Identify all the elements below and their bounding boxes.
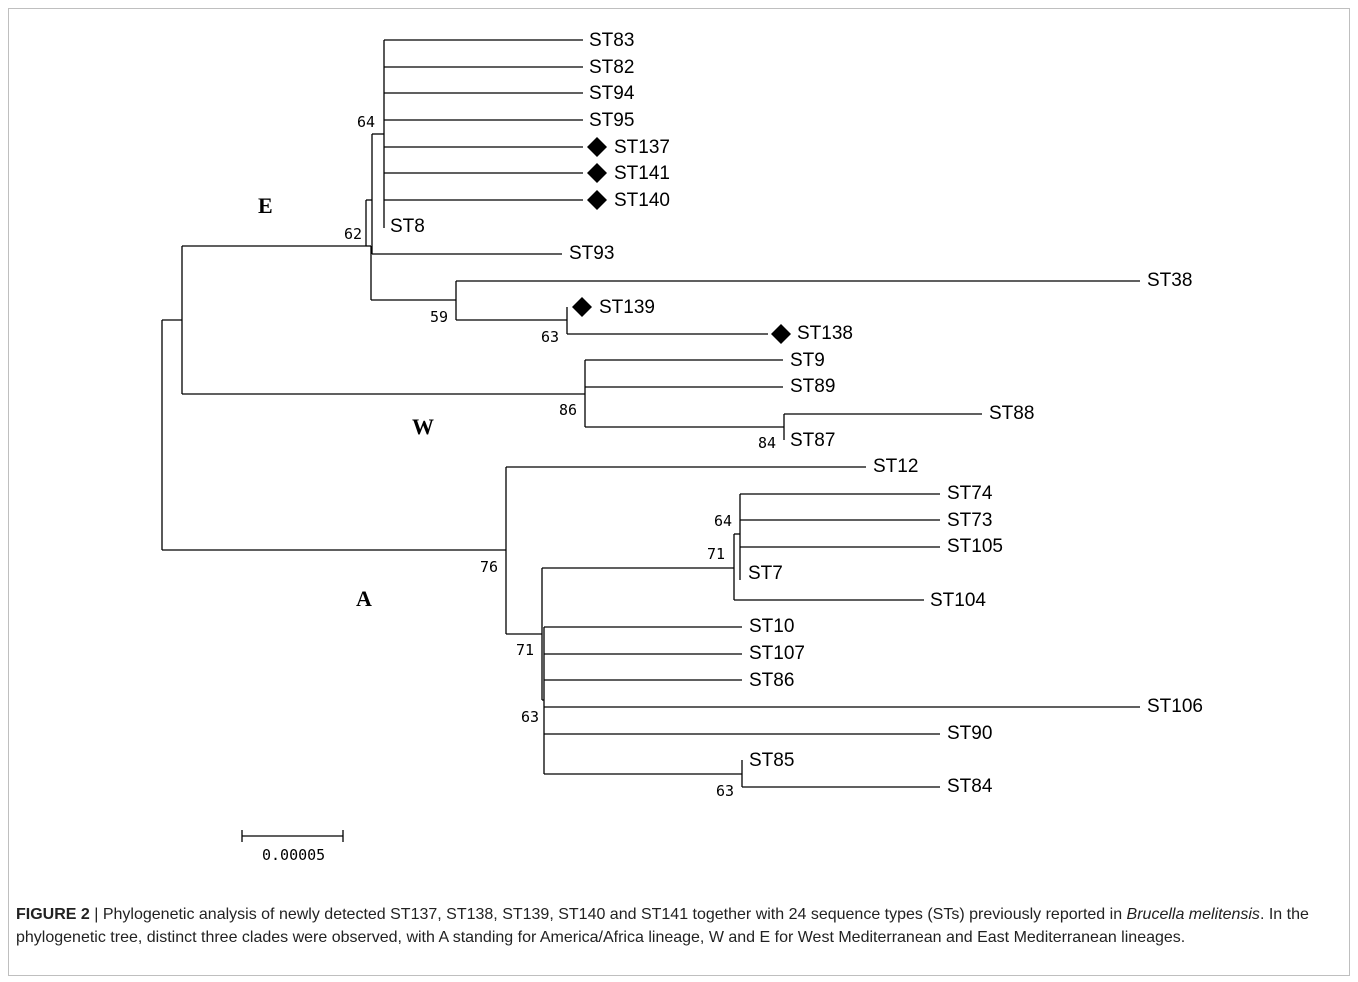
leaf-label: ST93 [569, 243, 614, 264]
leaf-label: ST9 [790, 350, 825, 371]
leaf-label: ST104 [930, 590, 986, 611]
bootstrap-value: 64 [714, 512, 732, 530]
caption-separator: | [89, 906, 103, 923]
leaf-label: ST8 [390, 216, 425, 237]
new-st-markers [572, 137, 791, 344]
bootstrap-value: 63 [521, 708, 539, 726]
leaf-label: ST86 [749, 670, 794, 691]
leaf-label: ST105 [947, 536, 1003, 557]
diamond-marker-icon [587, 137, 607, 157]
bootstrap-value: 63 [541, 328, 559, 346]
leaf-label: ST138 [797, 323, 853, 344]
bootstrap-value: 63 [716, 782, 734, 800]
leaf-label: ST12 [873, 456, 918, 477]
bootstrap-labels: 64 62 59 63 86 84 76 64 71 71 63 63 [344, 113, 776, 800]
leaf-label: ST82 [589, 57, 634, 78]
phylogenetic-tree: ST83 ST82 ST94 ST95 ST137 ST141 ST140 ST… [161, 30, 1203, 864]
leaf-labels: ST83 ST82 ST94 ST95 ST137 ST141 ST140 ST… [390, 30, 1203, 797]
leaf-label: ST83 [589, 30, 634, 51]
leaf-label: ST95 [589, 110, 634, 131]
diamond-marker-icon [572, 297, 592, 317]
figure-number: FIGURE 2 [16, 906, 90, 923]
figure-frame [8, 8, 1350, 976]
bootstrap-value: 62 [344, 225, 362, 243]
clade-label-w: W [412, 414, 434, 439]
leaf-label: ST7 [748, 563, 783, 584]
scale-bar-label: 0.00005 [262, 846, 325, 864]
leaf-label: ST140 [614, 190, 670, 211]
leaf-label: ST10 [749, 616, 794, 637]
diamond-marker-icon [771, 324, 791, 344]
diamond-marker-icon [587, 163, 607, 183]
caption-text-part2: . In the phylogenetic tree, distinct thr… [16, 906, 1309, 946]
leaf-label: ST38 [1147, 270, 1192, 291]
leaf-label: ST106 [1147, 696, 1203, 717]
leaf-label: ST88 [989, 403, 1034, 424]
bootstrap-value: 86 [559, 401, 577, 419]
caption-species: Brucella melitensis [1126, 906, 1260, 923]
leaf-label: ST107 [749, 643, 805, 664]
bootstrap-value: 76 [480, 558, 498, 576]
diamond-marker-icon [587, 190, 607, 210]
clade-label-a: A [356, 586, 372, 611]
leaf-label: ST73 [947, 510, 992, 531]
leaf-label: ST141 [614, 163, 670, 184]
leaf-label: ST94 [589, 83, 635, 104]
leaf-label: ST74 [947, 483, 993, 504]
bootstrap-value: 59 [430, 308, 448, 326]
leaf-label: ST85 [749, 750, 794, 771]
leaf-label: ST89 [790, 376, 835, 397]
figure-caption: FIGURE 2 | Phylogenetic analysis of newl… [16, 903, 1326, 949]
caption-text-part1: Phylogenetic analysis of newly detected … [102, 906, 1127, 923]
leaf-label: ST90 [947, 723, 992, 744]
clade-labels: E W A [258, 193, 434, 611]
clade-label-e: E [258, 193, 273, 218]
leaf-label: ST139 [599, 297, 655, 318]
bootstrap-value: 71 [707, 545, 725, 563]
leaf-label: ST84 [947, 776, 993, 797]
bootstrap-value: 84 [758, 434, 776, 452]
bootstrap-value: 71 [516, 641, 534, 659]
leaf-label: ST137 [614, 137, 670, 158]
leaf-label: ST87 [790, 430, 835, 451]
bootstrap-value: 64 [357, 113, 375, 131]
tree-branches [161, 39, 1140, 842]
